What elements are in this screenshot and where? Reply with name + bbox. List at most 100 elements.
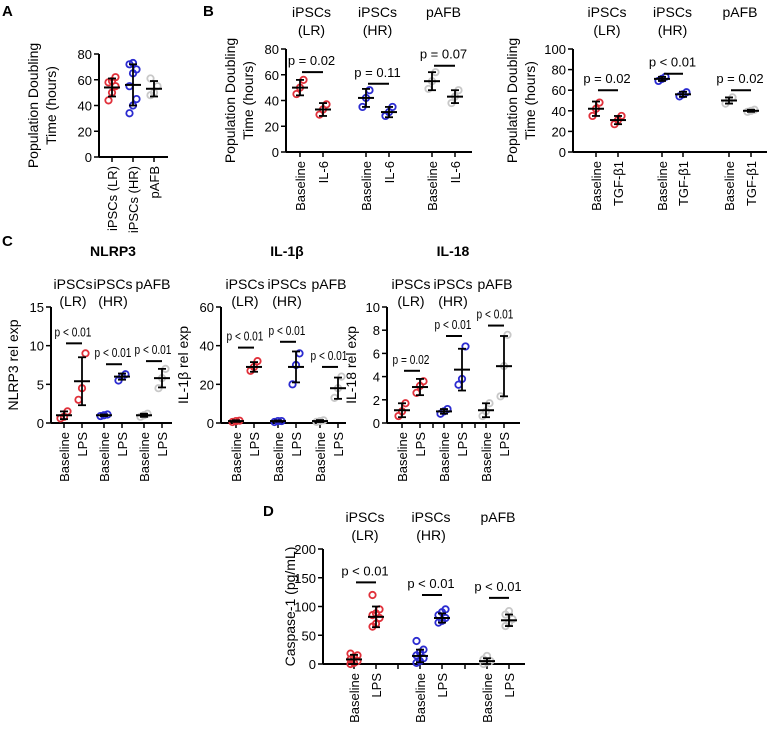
x-tick-label: Baseline <box>347 673 362 723</box>
data-point <box>337 372 346 381</box>
data-point <box>424 84 433 94</box>
data-point <box>104 96 113 105</box>
y-tick-label: 50 <box>302 628 316 643</box>
group-header: pAFB <box>480 509 515 525</box>
x-tick-label: iPSCs (HR) <box>126 166 141 233</box>
x-tick-label: TGF-β1 <box>744 161 759 206</box>
y-tick-label: 20 <box>552 124 566 139</box>
x-tick-label: Baseline <box>229 432 244 482</box>
group-header: iPSCs <box>392 276 431 292</box>
data-point <box>74 395 83 404</box>
p-value-label: p < 0.01 <box>407 576 454 591</box>
y-tick-label: 0 <box>37 416 44 431</box>
y-tick-label: 60 <box>265 68 279 83</box>
group-header: iPSCs <box>358 4 397 20</box>
group-header: iPSCs <box>346 509 385 525</box>
y-axis-label: IL-18 rel exp <box>343 326 359 404</box>
group-header: (HR) <box>98 293 128 309</box>
x-tick-label: LPS <box>289 432 304 457</box>
p-value-label: p < 0.01 <box>227 329 264 343</box>
panel-letter-d: D <box>263 503 274 520</box>
y-tick-label: 10 <box>366 300 380 315</box>
group-header: (LR) <box>59 293 86 309</box>
y-axis-label: NLRP3 rel exp <box>5 319 21 410</box>
y-tick-label: 200 <box>294 542 316 557</box>
y-tick-label: 40 <box>265 94 279 109</box>
chart-a: 0 20 40 60 80 Population Doubling Time (hours)… <box>25 43 168 233</box>
x-tick-label: LPS <box>435 673 450 698</box>
y-tick-label: 0 <box>272 145 279 160</box>
x-tick-label: IL-6 <box>316 161 331 183</box>
y-tick-label: 150 <box>294 571 316 586</box>
x-tick-label: TGF-β1 <box>611 161 626 206</box>
y-tick-label: 0 <box>559 145 566 160</box>
y-axis-label: Population Doubling <box>25 43 41 168</box>
group-header: iPSCs <box>588 4 627 20</box>
p-value-label: p = 0.02 <box>716 71 763 86</box>
p-value-label: p = 0.11 <box>354 65 400 80</box>
y-tick-label: 20 <box>265 119 279 134</box>
y-tick-label: 60 <box>552 83 566 98</box>
data-point <box>292 89 301 99</box>
p-value-label: p < 0.01 <box>649 55 696 70</box>
x-tick-label: Baseline <box>413 673 428 723</box>
panel-letter-c: C <box>2 233 13 250</box>
x-tick-label: Baseline <box>359 161 374 211</box>
data-point <box>132 94 141 104</box>
y-axis-label: Caspase-1 (pg/mL) <box>282 547 298 667</box>
data-point <box>288 380 297 389</box>
y-axis-label: Time (hours) <box>240 61 256 140</box>
group-header: iPSCs <box>54 276 93 292</box>
data-point <box>125 109 134 118</box>
y-axis-label: Time (hours) <box>43 66 59 145</box>
group-header: (LR) <box>231 293 258 309</box>
x-tick-label: Baseline <box>57 432 72 482</box>
x-tick-label: Baseline <box>395 432 410 482</box>
y-tick-label: 6 <box>373 346 380 361</box>
y-tick-label: 80 <box>552 63 566 78</box>
x-tick-label: Baseline <box>137 432 152 482</box>
y-axis-label: IL-1β rel exp <box>175 326 191 404</box>
data-point <box>253 357 262 366</box>
x-tick-label: Baseline <box>437 432 452 482</box>
y-tick-label: 40 <box>78 99 92 114</box>
y-tick-label: 0 <box>309 657 316 672</box>
data-point <box>368 590 377 600</box>
group-header: (HR) <box>272 293 302 309</box>
p-value-label: p < 0.01 <box>474 579 521 594</box>
y-tick-label: 0 <box>373 416 380 431</box>
group-header: (HR) <box>416 527 446 543</box>
x-tick-label: LPS <box>369 673 384 698</box>
y-axis-label: Population Doubling <box>222 38 238 163</box>
p-value-label: p < 0.01 <box>269 324 306 338</box>
p-value-label: p < 0.01 <box>55 325 92 339</box>
x-tick-label: Baseline <box>425 161 440 211</box>
p-value-label: p < 0.01 <box>341 563 388 578</box>
group-header: (HR) <box>363 22 393 38</box>
y-tick-label: 60 <box>200 300 214 315</box>
panel-letter-b: B <box>203 3 214 20</box>
group-header: (HR) <box>438 293 468 309</box>
x-tick-label: LPS <box>155 432 170 457</box>
y-tick-label: 40 <box>200 339 214 354</box>
x-tick-label: Baseline <box>271 432 286 482</box>
x-tick-label: iPSCs (LR) <box>105 166 120 231</box>
data-point <box>81 349 90 358</box>
group-header: pAFB <box>722 4 757 20</box>
chart-title: IL-18 <box>437 243 470 259</box>
x-tick-label: IL-6 <box>382 161 397 183</box>
y-tick-label: 15 <box>30 300 44 315</box>
y-tick-label: 100 <box>544 42 566 57</box>
p-value-label: p < 0.01 <box>311 349 348 363</box>
y-tick-label: 2 <box>373 393 380 408</box>
y-axis-label: Time (hours) <box>522 61 538 140</box>
chart-title: IL-1β <box>270 243 304 259</box>
group-header: iPSCs <box>292 4 331 20</box>
x-tick-label: pAFB <box>147 166 162 199</box>
x-tick-label: LPS <box>455 432 470 457</box>
y-tick-label: 20 <box>78 124 92 139</box>
group-header: iPSCs <box>434 276 473 292</box>
x-tick-label: Baseline <box>655 161 670 211</box>
